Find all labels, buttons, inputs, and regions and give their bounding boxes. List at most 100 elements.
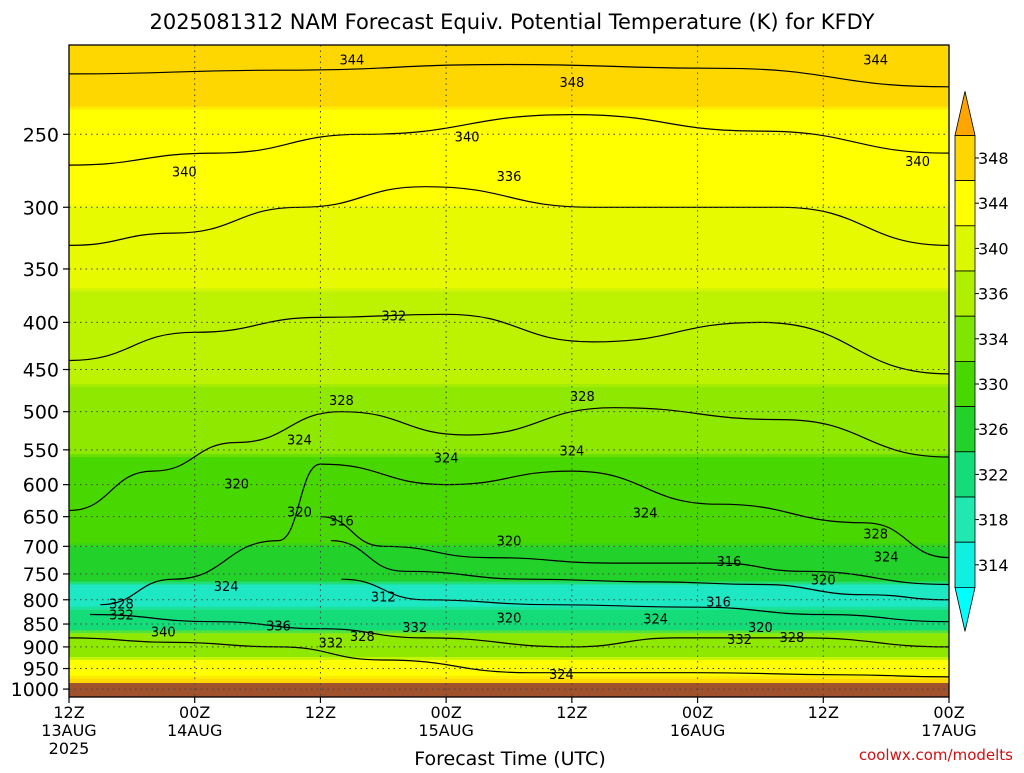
colorbar-label: 314 xyxy=(978,556,1009,575)
contour-label: 324 xyxy=(214,580,239,595)
contour-label: 328 xyxy=(329,394,354,409)
colorbar-band xyxy=(954,134,976,181)
contour-label: 316 xyxy=(717,555,742,570)
contour-label: 320 xyxy=(287,505,312,520)
x-tick-label-date: 16AUG xyxy=(670,721,725,740)
x-tick-label-time: 12Z xyxy=(53,703,84,722)
theta-e-band-328 xyxy=(69,457,949,547)
contour-label: 328 xyxy=(863,528,888,543)
y-tick-label: 400 xyxy=(23,312,59,334)
y-tick-label: 600 xyxy=(23,475,59,497)
x-tick-label-time: 00Z xyxy=(933,703,964,722)
band-blend xyxy=(69,454,949,461)
colorbar-band xyxy=(954,315,976,362)
y-tick-label: 750 xyxy=(23,564,59,586)
contour-336 xyxy=(69,637,949,678)
colorbar-label: 326 xyxy=(978,420,1009,439)
contour-label: 332 xyxy=(381,309,406,324)
contour-336 xyxy=(69,186,949,246)
contour-label: 332 xyxy=(109,608,134,623)
contour-label: 340 xyxy=(455,130,480,145)
colorbar-label: 340 xyxy=(978,239,1009,258)
colorbar: 348 344 340 336 334 330 326 322 318 314 xyxy=(954,91,1009,632)
contour-label: 328 xyxy=(350,630,375,645)
band-blend xyxy=(69,288,949,295)
theta-e-band-347 xyxy=(69,45,949,110)
contour-label: 316 xyxy=(329,515,354,530)
contour-label: 328 xyxy=(109,598,134,613)
y-tick-label: 700 xyxy=(23,536,59,558)
contour-344 xyxy=(69,63,949,88)
colorbar-band xyxy=(954,451,976,498)
contour-label: 324 xyxy=(434,451,459,466)
colorbar-arrow-top xyxy=(954,91,976,136)
terrain-strip xyxy=(69,683,949,697)
contour-label: 320 xyxy=(748,621,773,636)
x-tick-label-time: 12Z xyxy=(808,703,839,722)
theta-e-band-341 xyxy=(69,109,949,208)
credit-link[interactable]: coolwx.com/modelts xyxy=(859,746,1013,764)
contour-label: 332 xyxy=(402,621,427,636)
y-tick-label: 800 xyxy=(23,590,59,612)
colorbar-arrow-bottom xyxy=(954,587,976,632)
x-tick-label-date: 13AUG xyxy=(41,721,96,740)
contour-label: 324 xyxy=(549,668,574,683)
y-tick-label: 550 xyxy=(23,440,59,462)
x-tick-label-time: 12Z xyxy=(305,703,336,722)
plot-frame xyxy=(68,44,950,698)
y-tick-label: 250 xyxy=(23,124,59,146)
chart-title: 2025081312 NAM Forecast Equiv. Potential… xyxy=(149,10,874,34)
band-blend xyxy=(69,675,949,682)
colorbar-band xyxy=(954,541,976,588)
colorbar-band xyxy=(954,270,976,317)
contour-320 xyxy=(320,516,949,586)
contour-label: 324 xyxy=(287,433,312,448)
theta-e-band-324 xyxy=(69,546,949,585)
theta-e-band-318 xyxy=(69,584,949,610)
colorbar-band xyxy=(954,225,976,272)
x-tick-label-year: 2025 xyxy=(49,739,90,758)
y-tick-label: 500 xyxy=(23,402,59,424)
contour-label: 332 xyxy=(318,636,343,651)
contour-label: 320 xyxy=(811,573,836,588)
x-tick-label-date: 17AUG xyxy=(921,721,976,740)
shaded-field xyxy=(69,45,949,697)
contour-label: 324 xyxy=(874,551,899,566)
theta-e-band-338 xyxy=(69,660,949,679)
x-axis-title: Forecast Time (UTC) xyxy=(414,748,605,768)
contour-label: 332 xyxy=(727,633,752,648)
x-tick-label-time: 12Z xyxy=(556,703,587,722)
colorbar-label: 336 xyxy=(978,285,1009,304)
band-blend xyxy=(69,630,949,637)
colorbar-band xyxy=(954,496,976,543)
colorbar-label: 348 xyxy=(978,149,1009,168)
theta-e-band-335 xyxy=(69,291,949,387)
contour-316 xyxy=(330,540,949,601)
contour-328 xyxy=(89,613,949,648)
band-blend xyxy=(69,106,949,113)
y-tick-label: 350 xyxy=(23,259,59,281)
colorbar-band xyxy=(954,360,976,407)
contour-label: 324 xyxy=(643,612,668,627)
contour-label: 324 xyxy=(559,444,584,459)
y-tick-label: 1000 xyxy=(11,679,59,701)
y-tick-label: 950 xyxy=(23,659,59,681)
x-tick-label-time: 00Z xyxy=(430,703,461,722)
contour-label: 312 xyxy=(371,590,396,605)
x-tick-label-date: 15AUG xyxy=(418,721,473,740)
contour-label: 340 xyxy=(172,165,197,180)
contour-label: 344 xyxy=(863,54,888,69)
band-blend xyxy=(69,581,949,588)
x-tick-label-date: 14AUG xyxy=(167,721,222,740)
y-axis: 2503003504004505005506006507007508008509… xyxy=(11,124,69,701)
colorbar-label: 344 xyxy=(978,194,1009,213)
colorbar-band xyxy=(954,180,976,227)
y-tick-label: 450 xyxy=(23,360,59,382)
y-tick-label: 900 xyxy=(23,637,59,659)
contour-label: 320 xyxy=(497,535,522,550)
contour-label: 336 xyxy=(497,170,522,185)
